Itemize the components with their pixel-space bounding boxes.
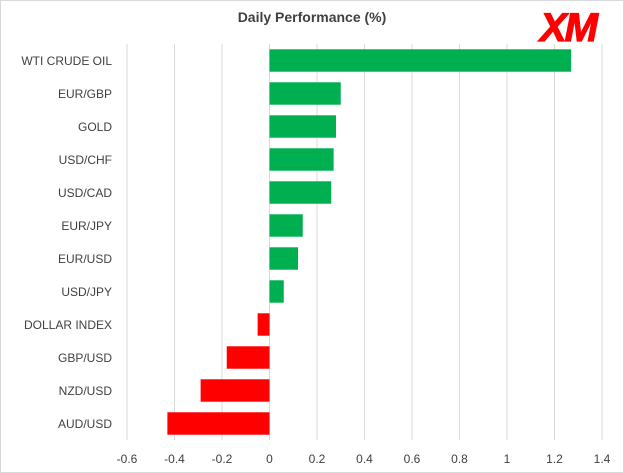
x-tick-label: 0 <box>266 452 273 466</box>
x-tick-label: 1.4 <box>594 452 611 466</box>
bar-nzd-usd <box>200 379 270 402</box>
bar-gbp-usd <box>226 346 270 369</box>
category-label: USD/JPY <box>61 285 112 299</box>
bar-usd-chf <box>269 148 334 171</box>
bar-usd-jpy <box>269 280 284 303</box>
chart-title: Daily Performance (%) <box>237 9 387 25</box>
bars <box>167 49 572 435</box>
bar-gold <box>269 115 336 138</box>
x-tick-label: -0.4 <box>164 452 185 466</box>
x-tick-label: 0.2 <box>309 452 326 466</box>
category-label: DOLLAR INDEX <box>24 318 112 332</box>
category-label: GBP/USD <box>58 351 112 365</box>
bar-usd-cad <box>269 181 332 204</box>
x-tick-label: -0.2 <box>212 452 233 466</box>
bar-eur-jpy <box>269 214 303 237</box>
x-tick-label: 0.8 <box>451 452 468 466</box>
category-label: GOLD <box>78 120 112 134</box>
category-label: EUR/GBP <box>58 87 112 101</box>
category-label: WTI CRUDE OIL <box>21 54 112 68</box>
category-label: USD/CAD <box>58 186 112 200</box>
bar-aud-usd <box>167 412 270 435</box>
bar-wti-crude-oil <box>269 49 572 72</box>
x-tick-label: 1.2 <box>546 452 563 466</box>
x-tick-labels: -0.6 -0.4 -0.2 0 0.2 0.4 0.6 0.8 1 1.2 1.4 <box>117 452 611 466</box>
category-label: EUR/JPY <box>61 219 112 233</box>
bar-dollar-index <box>257 313 270 336</box>
category-labels: WTI CRUDE OIL EUR/GBP GOLD USD/CHF USD/CAD EU… <box>21 54 112 431</box>
gridlines <box>126 44 603 440</box>
bar-eur-gbp <box>269 82 341 105</box>
category-label: EUR/USD <box>58 252 112 266</box>
xm-logo-text: XM <box>538 6 600 50</box>
x-tick-label: 0.4 <box>356 452 373 466</box>
xm-logo: XM <box>537 5 602 50</box>
x-tick-label: -0.6 <box>117 452 138 466</box>
category-label: USD/CHF <box>59 153 112 167</box>
x-tick-label: 1 <box>504 452 511 466</box>
bar-eur-usd <box>269 247 298 270</box>
category-label: AUD/USD <box>58 417 112 431</box>
category-label: NZD/USD <box>59 384 113 398</box>
x-tick-label: 0.6 <box>404 452 421 466</box>
